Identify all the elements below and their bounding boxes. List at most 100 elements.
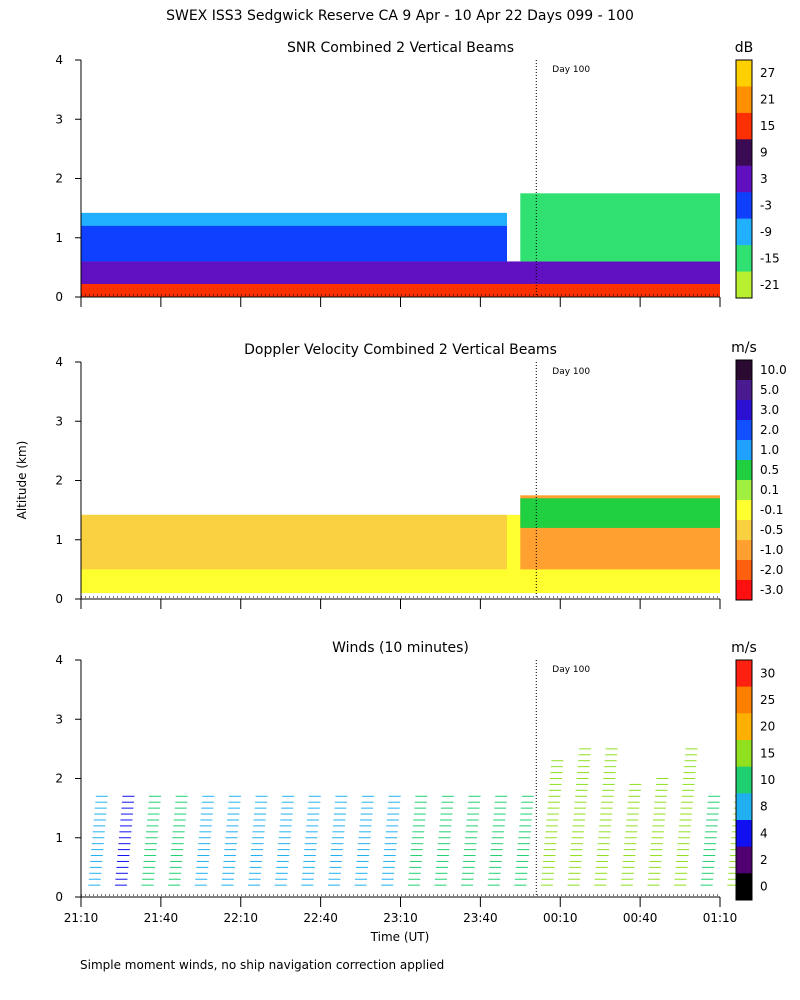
colorbar-label: 1.0 (760, 443, 779, 457)
colorbar-label: 27 (760, 66, 775, 80)
wind-profile (407, 795, 428, 886)
colorbar-swatch (736, 686, 752, 714)
colorbar-swatch (736, 112, 752, 140)
colorbar-label: 10.0 (760, 363, 787, 377)
y-tick-label: 3 (55, 712, 63, 726)
colorbar-swatch (736, 360, 752, 381)
colorbar-label: -3.0 (760, 583, 783, 597)
y-tick-label: 0 (55, 592, 63, 606)
colorbar-label: 15 (760, 746, 775, 760)
colorbar-swatch (736, 218, 752, 246)
x-tick-label: 00:40 (623, 911, 658, 925)
wind-profile (301, 795, 321, 886)
y-tick-label: 1 (55, 231, 63, 245)
y-tick-label: 4 (55, 53, 63, 67)
colorbar-label: 5.0 (760, 383, 779, 397)
wind-profile (647, 778, 669, 886)
wind-profile (248, 795, 268, 886)
colorbar-swatch (736, 165, 752, 193)
wind-profile (221, 795, 241, 886)
day-marker-label: Day 100 (552, 665, 590, 675)
colorbar-swatch (736, 460, 752, 481)
y-tick-label: 0 (55, 290, 63, 304)
wind-profile (620, 783, 642, 886)
colorbar-swatch (736, 766, 752, 794)
x-tick-label: 21:10 (64, 911, 99, 925)
colorbar-unit: m/s (731, 640, 757, 656)
wind-profile (487, 795, 508, 886)
data-band (520, 498, 720, 528)
wind-profile (327, 795, 348, 886)
colorbar-swatch (736, 420, 752, 441)
colorbar-label: 20 (760, 720, 775, 734)
y-tick-label: 1 (55, 533, 63, 547)
panel-title: Doppler Velocity Combined 2 Vertical Bea… (244, 342, 557, 358)
colorbar-frame (735, 659, 753, 901)
colorbar-label: 0 (760, 880, 768, 894)
colorbar-label: 25 (760, 693, 775, 707)
colorbar-label: -1.0 (760, 543, 783, 557)
wind-profile (114, 795, 135, 886)
data-band (81, 283, 720, 297)
y-tick-label: 4 (55, 653, 63, 667)
wind-profile (168, 795, 188, 886)
wind-profile (274, 795, 295, 886)
colorbar-label: -21 (760, 278, 780, 292)
colorbar-label: 21 (760, 93, 775, 107)
chart-panel: Doppler Velocity Combined 2 Vertical Bea… (55, 340, 787, 609)
panel-title: Winds (10 minutes) (332, 640, 469, 656)
colorbar-swatch (736, 440, 752, 461)
data-band (81, 225, 507, 262)
chart-panels: SNR Combined 2 Vertical Beams 0 1 2 3 4 Day 10… (55, 40, 786, 925)
colorbar-swatch (736, 139, 752, 167)
colorbar-swatch (736, 380, 752, 401)
figure-title: SWEX ISS3 Sedgwick Reserve CA 9 Apr - 10… (166, 8, 634, 24)
colorbar-swatch (736, 60, 752, 87)
wind-profile (354, 795, 375, 886)
y-tick-label: 4 (55, 355, 63, 369)
colorbar-unit: m/s (731, 340, 757, 356)
y-axis-label: Altitude (km) (15, 441, 29, 520)
data-band (520, 193, 720, 262)
wind-profile (514, 795, 534, 886)
x-tick-label: 22:40 (303, 911, 338, 925)
y-tick-label: 2 (55, 772, 63, 786)
x-tick-label: 01:10 (703, 911, 738, 925)
x-tick-label: 21:40 (144, 911, 179, 925)
wind-profile (594, 748, 618, 886)
colorbar-label: 3 (760, 172, 768, 186)
footnote: Simple moment winds, no ship navigation … (80, 958, 445, 972)
colorbar-label: 2.0 (760, 423, 779, 437)
y-tick-label: 3 (55, 112, 63, 126)
colorbar-swatch (736, 480, 752, 501)
colorbar-swatch (736, 540, 752, 561)
colorbar-label: -2.0 (760, 563, 783, 577)
colorbar-swatch (736, 271, 752, 299)
colorbar-swatch (736, 245, 752, 273)
colorbar-frame (735, 59, 753, 299)
data-band (81, 514, 507, 570)
colorbar-label: 30 (760, 666, 775, 680)
wind-profile (567, 748, 592, 886)
colorbar-label: -3 (760, 198, 772, 212)
colorbar-label: 10 (760, 773, 775, 787)
wind-profile (700, 795, 721, 886)
wind-profile (141, 795, 162, 886)
y-tick-label: 2 (55, 172, 63, 186)
colorbar-unit: dB (735, 40, 754, 56)
wind-profile (88, 795, 108, 886)
x-tick-label: 23:10 (383, 911, 418, 925)
colorbar-frame (735, 359, 753, 601)
colorbar-swatch (736, 520, 752, 541)
y-tick-label: 3 (55, 414, 63, 428)
colorbar-swatch (736, 820, 752, 848)
colorbar-label: -0.5 (760, 523, 783, 537)
colorbar: m/s10.0 5.0 3.0 2.0 1.0 0.5 0.1 -0.1 -0.5 -1.0 -2.… (731, 340, 787, 601)
colorbar-label: 9 (760, 146, 768, 160)
colorbar-swatch (736, 793, 752, 821)
colorbar-label: 15 (760, 119, 775, 133)
colorbar-swatch (736, 500, 752, 521)
